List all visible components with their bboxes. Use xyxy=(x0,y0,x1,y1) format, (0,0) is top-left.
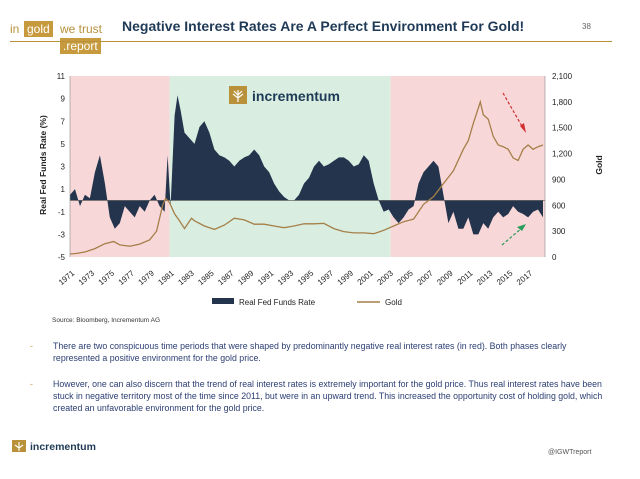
x-tick-label: 1983 xyxy=(176,268,196,287)
bullet-text: There are two conspicuous time periods t… xyxy=(53,341,567,363)
x-tick-label: 2017 xyxy=(515,268,535,287)
x-tick-label: 1995 xyxy=(296,268,316,287)
gold-price-line xyxy=(69,99,544,255)
x-tick-label: 1985 xyxy=(196,268,216,287)
x-tick-label: 1987 xyxy=(216,268,236,287)
shaded-period-0 xyxy=(70,76,170,257)
y-right-tick-label: 1,800 xyxy=(552,98,573,107)
y-left-tick-label: 9 xyxy=(61,95,66,104)
y-left-tick-label: -1 xyxy=(58,208,66,217)
x-tick-label: 2005 xyxy=(395,268,415,287)
x-tick-label: 1977 xyxy=(117,268,137,287)
x-tick-label: 1991 xyxy=(256,268,276,287)
x-tick-label: 2013 xyxy=(475,268,495,287)
y-axis-left-label: Real Fed Funds Rate (%) xyxy=(38,115,48,215)
page-title: Negative Interest Rates Are A Perfect En… xyxy=(122,18,525,34)
logo-word-report: .report xyxy=(60,38,101,54)
x-tick-label: 1971 xyxy=(57,268,77,287)
bullet-marker: - xyxy=(30,379,33,389)
gold-line-group xyxy=(69,99,544,255)
gold-vs-real-rates-chart: 11 9 7 5 3 1 -1 -3 -5 2,100 1,800 1,500 1,200 900 600 3… xyxy=(38,72,604,307)
bullet-marker: - xyxy=(30,341,33,351)
x-tick-label: 1999 xyxy=(336,268,356,287)
x-tick-label: 1979 xyxy=(137,268,157,287)
y-right-tick-label: 900 xyxy=(552,175,566,184)
legend-swatch-rate xyxy=(212,298,234,304)
real-rate-area-group xyxy=(70,95,543,235)
y-right-tick-label: 600 xyxy=(552,201,566,210)
x-tick-label: 2007 xyxy=(415,268,435,287)
twitter-handle: @IGWTreport xyxy=(548,449,592,456)
y-right-tick-label: 1,200 xyxy=(552,150,573,159)
x-tick-label: 2001 xyxy=(356,268,376,287)
header-divider xyxy=(10,41,612,42)
y-left-tick-label: 5 xyxy=(61,140,66,149)
x-tick-label: 2003 xyxy=(375,268,395,287)
page-number: 38 xyxy=(582,22,591,31)
x-tick-label: 1981 xyxy=(156,268,176,287)
y-left-tick-label: -5 xyxy=(58,253,66,262)
legend-label-rate: Real Fed Funds Rate xyxy=(239,298,316,307)
logo-word-in: in xyxy=(10,22,20,36)
y-right-tick-label: 0 xyxy=(552,253,557,262)
trend-arrows xyxy=(501,92,526,246)
y-left-tick-label: 11 xyxy=(57,72,66,81)
axes-group xyxy=(69,76,546,257)
x-tick-label: 1989 xyxy=(236,268,256,287)
legend-label-gold: Gold xyxy=(385,298,402,307)
x-tick-label: 1975 xyxy=(97,268,117,287)
igwt-logo: in gold we trust .report xyxy=(10,16,108,56)
incrementum-tree-icon xyxy=(12,440,26,452)
incrementum-chart-logo: incrementum xyxy=(229,86,340,104)
y-left-tick-label: 1 xyxy=(61,185,66,194)
real-fed-funds-area xyxy=(70,95,543,235)
logo-word-gold: gold xyxy=(24,21,53,37)
y-left-tick-label: 7 xyxy=(61,117,66,126)
green-arrow-head-icon xyxy=(517,224,526,231)
y-right-tick-label: 300 xyxy=(552,227,566,236)
footer-logo: incrementum xyxy=(12,440,96,453)
x-tick-label: 2009 xyxy=(435,268,455,287)
x-tick-label: 1993 xyxy=(276,268,296,287)
x-tick-label: 2015 xyxy=(495,268,515,287)
tree-branches-icon xyxy=(232,90,244,102)
y-left-tick-label: 3 xyxy=(61,163,66,172)
x-tick-label: 2011 xyxy=(456,268,475,286)
y-right-tick-label: 2,100 xyxy=(552,72,573,81)
bullet-text: However, one can also discern that the t… xyxy=(53,379,603,413)
legend: Real Fed Funds Rate Gold xyxy=(212,298,402,307)
logo-word-we-trust: we trust xyxy=(60,22,103,36)
y-left-tick-label: -3 xyxy=(58,230,66,239)
red-arrow-head-icon xyxy=(520,123,526,133)
red-trend-arrow-line xyxy=(502,92,524,129)
x-tick-label: 1973 xyxy=(77,268,97,287)
x-tick-label: 1997 xyxy=(316,268,336,287)
footer-logo-text: incrementum xyxy=(30,441,96,453)
y-right-tick-label: 1,500 xyxy=(552,124,573,133)
chart-logo-text: incrementum xyxy=(252,88,340,104)
source-note: Source: Bloomberg, Incrementum AG xyxy=(52,317,161,324)
y-axis-right-label: Gold xyxy=(594,155,604,174)
